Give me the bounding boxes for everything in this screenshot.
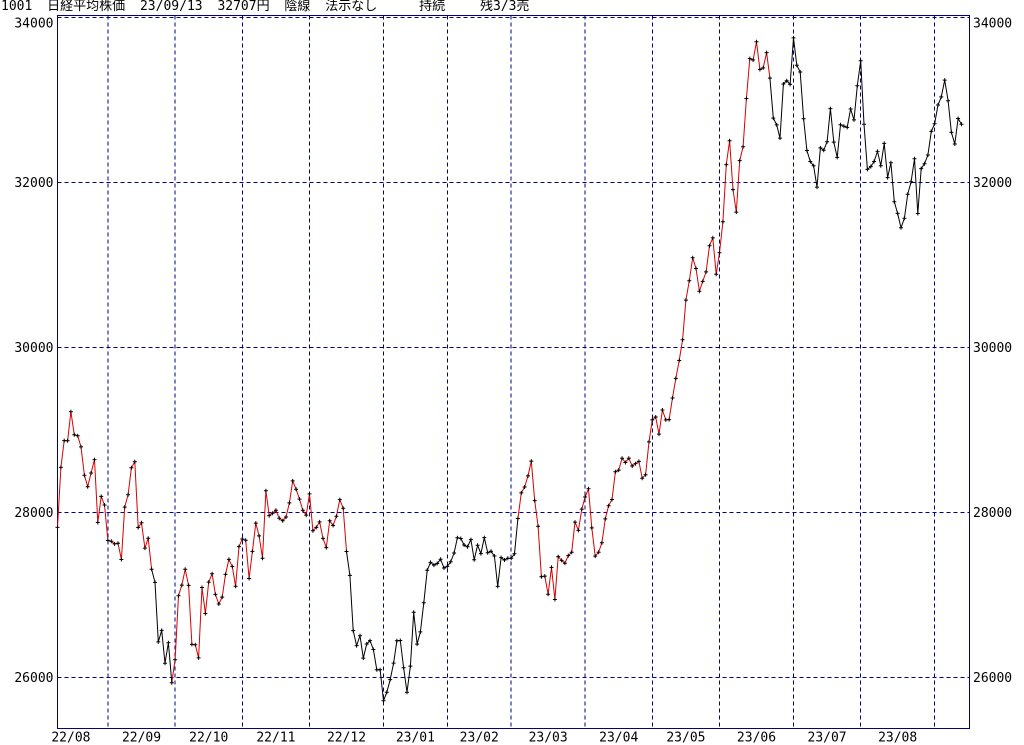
- y-axis-label-right: 32000: [973, 176, 1012, 191]
- stock-code: 1001: [1, 0, 33, 14]
- display-note: 法示なし: [325, 0, 378, 14]
- x-axis-label: 22/10: [189, 731, 228, 745]
- quote-price: 32707円: [217, 0, 270, 14]
- quote-date: 23/09/13: [139, 0, 203, 14]
- x-axis-label: 23/02: [460, 731, 499, 745]
- plot-frame: [57, 15, 970, 729]
- x-axis-label: 23/04: [599, 731, 638, 745]
- y-axis-label-right: 34000: [973, 17, 1012, 32]
- y-axis-label-left: 28000: [14, 506, 53, 521]
- y-axis-label-left: 30000: [14, 341, 53, 356]
- x-axis-label: 23/05: [666, 731, 705, 745]
- x-axis-label: 22/08: [51, 731, 90, 745]
- data-point-markers: [55, 35, 964, 703]
- x-axis-label: 23/08: [878, 731, 917, 745]
- y-axis-label-left: 32000: [14, 176, 53, 191]
- y-axis-label-right: 30000: [973, 341, 1012, 356]
- x-axis-label: 23/01: [396, 731, 435, 745]
- price-line-segment-black: [346, 518, 519, 701]
- chart-header: 1001 日経平均株価 23/09/13 32707円 陰線 法示なし 持続 残…: [1, 0, 536, 15]
- y-axis-label-left: 26000: [14, 671, 53, 686]
- signal-status: 持続: [419, 0, 446, 14]
- price-line-segment-black: [769, 37, 962, 230]
- y-axis-label-right: 28000: [973, 506, 1012, 521]
- stock-name: 日経平均株価: [47, 0, 126, 14]
- x-axis-label: 22/12: [327, 731, 366, 745]
- signal-remaining: 残3/3売: [479, 0, 530, 14]
- x-axis-label: 23/07: [808, 731, 847, 745]
- x-axis-label: 23/06: [737, 731, 776, 745]
- y-axis-label-left: 34000: [14, 17, 53, 32]
- x-axis-label: 23/03: [529, 731, 568, 745]
- y-axis-label-right: 26000: [973, 671, 1012, 686]
- x-axis-label: 22/09: [122, 731, 161, 745]
- price-line-segment-red: [517, 41, 771, 600]
- x-axis-label: 22/11: [256, 731, 295, 745]
- candle-type: 陰線: [284, 0, 311, 14]
